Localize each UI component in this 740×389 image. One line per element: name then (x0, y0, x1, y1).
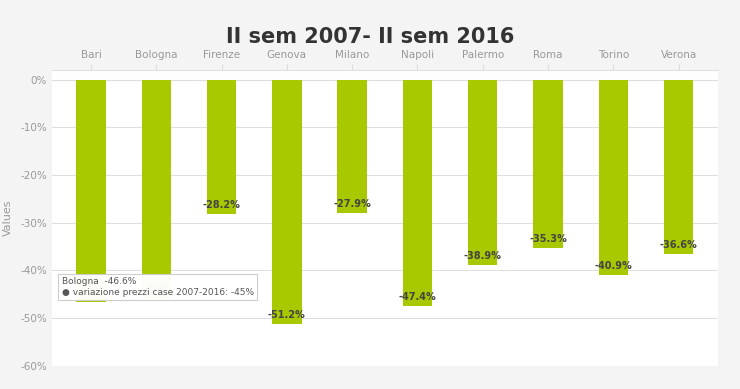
Bar (272, 80, 302, 324)
Bar (664, 80, 693, 254)
Bar (337, 80, 367, 213)
Text: -35.3%: -35.3% (529, 234, 567, 244)
Text: Bologna  -46.6%
● variazione prezzi case 2007-2016: -45%: Bologna -46.6% ● variazione prezzi case … (61, 277, 254, 297)
Text: -51.2%: -51.2% (268, 310, 306, 320)
Text: -47.4%: -47.4% (399, 292, 437, 302)
Bar (599, 80, 628, 275)
Bar (534, 80, 562, 248)
Text: II sem 2007- II sem 2016: II sem 2007- II sem 2016 (226, 27, 514, 47)
Text: -40.9%: -40.9% (594, 261, 632, 271)
Bar (141, 80, 171, 299)
Bar (468, 80, 497, 265)
Text: -38.9%: -38.9% (464, 251, 502, 261)
Y-axis label: Values: Values (3, 200, 13, 236)
Text: -27.9%: -27.9% (333, 199, 371, 209)
Text: -28.2%: -28.2% (203, 200, 240, 210)
Bar (76, 80, 106, 302)
Text: -45%: -45% (143, 285, 170, 295)
Bar (403, 80, 432, 306)
Bar (207, 80, 236, 214)
Text: -36.6%: -36.6% (660, 240, 698, 250)
